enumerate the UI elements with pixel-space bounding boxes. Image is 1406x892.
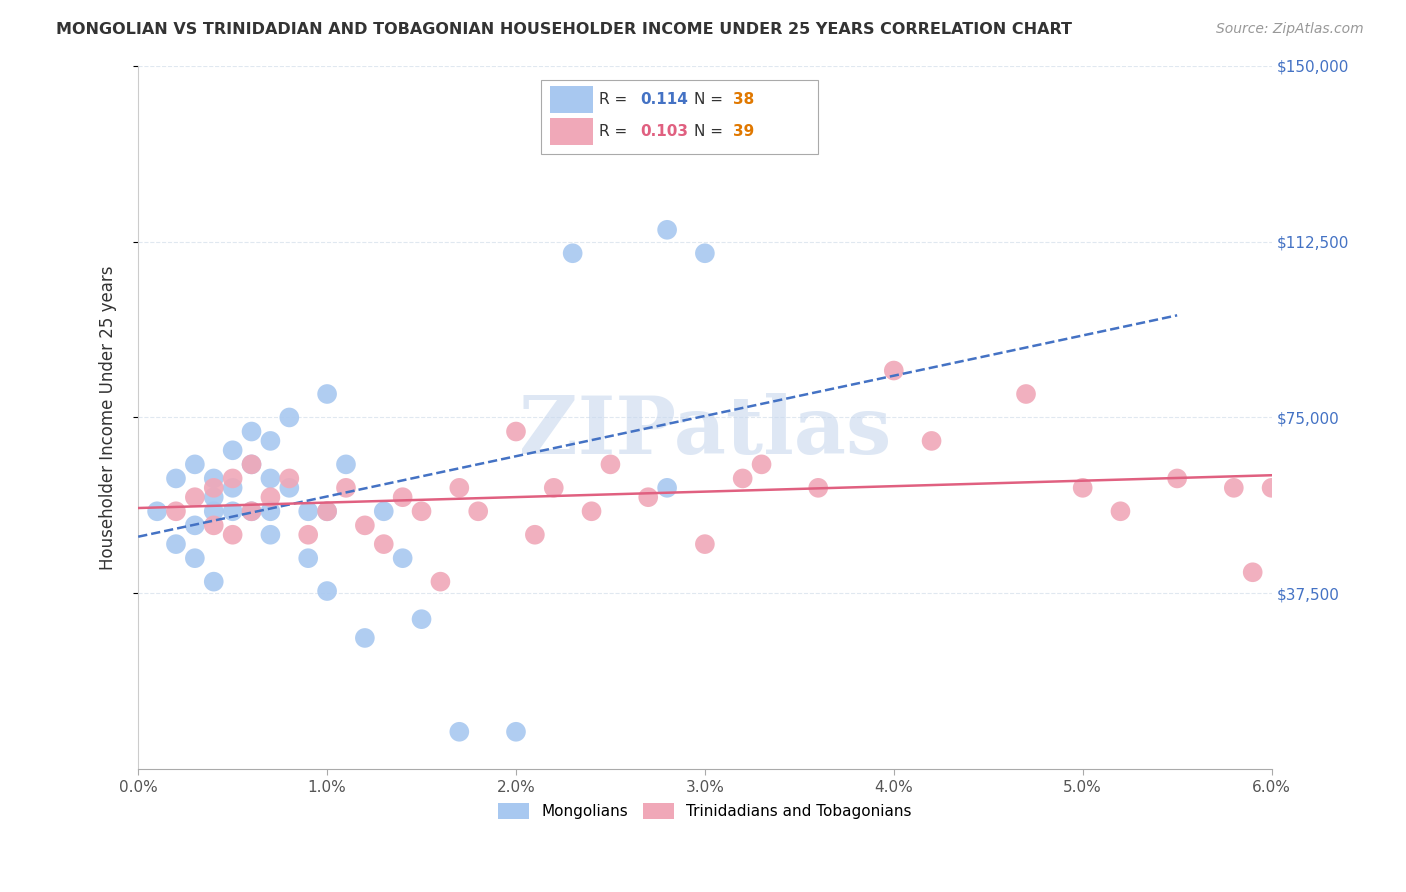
Point [449, 724, 471, 739]
Point [316, 387, 339, 401]
FancyBboxPatch shape [550, 119, 593, 145]
Point [221, 481, 243, 495]
Point [373, 537, 395, 551]
Point [278, 410, 301, 425]
Point [505, 425, 527, 439]
Point [259, 471, 281, 485]
Point [240, 425, 263, 439]
Point [202, 504, 225, 518]
Point [1166, 471, 1188, 485]
Point [505, 724, 527, 739]
Point [883, 363, 905, 377]
Point [655, 481, 678, 495]
Point [807, 481, 830, 495]
Point [184, 458, 207, 472]
Point [221, 443, 243, 458]
FancyBboxPatch shape [540, 79, 818, 153]
Point [165, 537, 187, 551]
Point [335, 481, 357, 495]
Point [278, 481, 301, 495]
Point [373, 504, 395, 518]
Point [240, 504, 263, 518]
Point [316, 584, 339, 599]
Point [1071, 481, 1094, 495]
Point [259, 527, 281, 541]
Point [921, 434, 943, 448]
Point [221, 527, 243, 541]
Y-axis label: Householder Income Under 25 years: Householder Income Under 25 years [100, 265, 117, 570]
Point [278, 471, 301, 485]
Text: N =: N = [693, 124, 727, 139]
Point [221, 471, 243, 485]
Point [637, 490, 659, 504]
Point [1223, 481, 1246, 495]
Point [184, 551, 207, 566]
Point [391, 490, 413, 504]
Point [202, 481, 225, 495]
Text: ZIPatlas: ZIPatlas [519, 392, 891, 470]
Point [354, 631, 377, 645]
Point [221, 504, 243, 518]
Text: R =: R = [599, 92, 633, 107]
Point [316, 504, 339, 518]
Point [1260, 481, 1282, 495]
Point [240, 458, 263, 472]
Point [1015, 387, 1038, 401]
Point [523, 527, 546, 541]
Point [184, 518, 207, 533]
Point [391, 551, 413, 566]
Point [1109, 504, 1132, 518]
Point [297, 527, 319, 541]
Point [259, 490, 281, 504]
Point [693, 537, 716, 551]
Point [411, 612, 433, 626]
Point [184, 490, 207, 504]
Point [240, 458, 263, 472]
Point [599, 458, 621, 472]
Point [354, 518, 377, 533]
Text: MONGOLIAN VS TRINIDADIAN AND TOBAGONIAN HOUSEHOLDER INCOME UNDER 25 YEARS CORREL: MONGOLIAN VS TRINIDADIAN AND TOBAGONIAN … [56, 22, 1073, 37]
Text: N =: N = [693, 92, 727, 107]
Point [335, 458, 357, 472]
Text: 0.103: 0.103 [640, 124, 689, 139]
Point [202, 471, 225, 485]
Point [202, 574, 225, 589]
Point [165, 504, 187, 518]
Text: 38: 38 [733, 92, 755, 107]
Point [731, 471, 754, 485]
Point [297, 504, 319, 518]
Point [543, 481, 565, 495]
Point [202, 518, 225, 533]
Point [561, 246, 583, 260]
FancyBboxPatch shape [550, 86, 593, 112]
Point [449, 481, 471, 495]
Text: R =: R = [599, 124, 633, 139]
Point [751, 458, 773, 472]
Text: Source: ZipAtlas.com: Source: ZipAtlas.com [1216, 22, 1364, 37]
Point [202, 490, 225, 504]
Text: 39: 39 [733, 124, 755, 139]
Point [297, 551, 319, 566]
Point [693, 246, 716, 260]
Legend: Mongolians, Trinidadians and Tobagonians: Mongolians, Trinidadians and Tobagonians [492, 797, 918, 825]
Point [1241, 566, 1264, 580]
Text: 0.114: 0.114 [640, 92, 688, 107]
Point [316, 504, 339, 518]
Point [581, 504, 603, 518]
Point [165, 471, 187, 485]
Point [259, 504, 281, 518]
Point [467, 504, 489, 518]
Point [240, 504, 263, 518]
Point [411, 504, 433, 518]
Point [146, 504, 169, 518]
Point [655, 223, 678, 237]
Point [429, 574, 451, 589]
Point [259, 434, 281, 448]
